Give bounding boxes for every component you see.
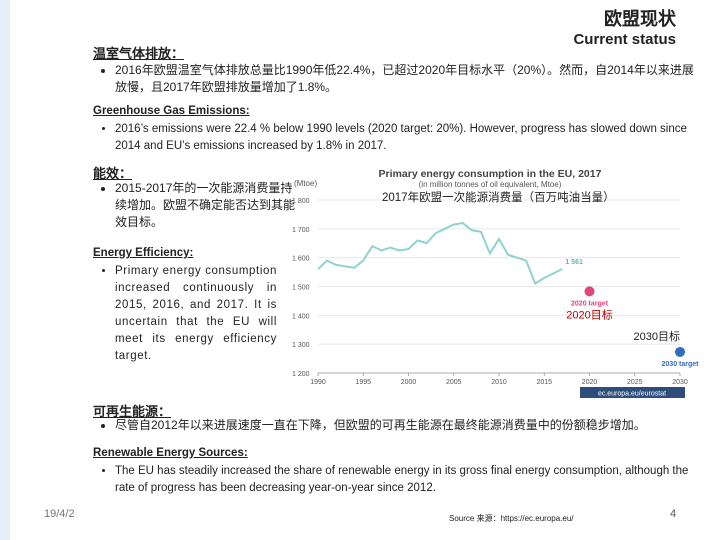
bullet-list: 2015-2017年的一次能源消费量持续增加。欧盟不确定能否达到其能效目标。 [93, 180, 300, 231]
x-tick-label: 1995 [355, 379, 371, 386]
bullet-cn: 2016年欧盟温室气体排放总量比1990年低22.4%，已超过2020年目标水平… [115, 62, 705, 96]
target-label-cn: 2020目标 [566, 307, 612, 321]
heading-en: Renewable Energy Sources: [93, 447, 248, 459]
bullet-en: Primary energy consumption increased con… [115, 263, 277, 365]
chart-subtitle: (in million tonnes of oil equivalent, Mt… [419, 180, 562, 189]
bullet-list: 2016’s emissions were 22.4 % below 1990 … [93, 121, 705, 155]
x-tick-label: 2030 [672, 379, 688, 386]
target-label: 2020 target [571, 300, 609, 307]
y-tick-label: 1 400 [292, 313, 310, 320]
heading-en: Greenhouse Gas Emissions: [93, 105, 250, 117]
bullet-list: The EU has steadily increased the share … [93, 463, 705, 497]
page-number: 4 [670, 508, 677, 520]
heading-cn: 温室气体排放： [93, 46, 185, 61]
side-strip [0, 0, 10, 540]
x-tick-label: 1990 [310, 379, 326, 386]
y-tick-label: 1 800 [292, 198, 310, 205]
title-en: Current status [573, 31, 676, 48]
bullet-en: 2016’s emissions were 22.4 % below 1990 … [115, 121, 705, 155]
y-tick-label: 1 600 [292, 256, 310, 263]
chart: Primary energy consumption in the EU, 20… [292, 168, 700, 398]
source-badge [580, 387, 685, 398]
chart-title: Primary energy consumption in the EU, 20… [379, 168, 602, 180]
x-tick-label: 2020 [582, 379, 598, 386]
footer-date: 19/4/2 [44, 508, 75, 520]
target-label: 2030 target [662, 361, 700, 368]
heading-cn: 可再生能源： [93, 404, 172, 419]
heading-en: Energy Efficiency: [93, 247, 194, 259]
x-tick-label: 2005 [446, 379, 462, 386]
x-tick-label: 2025 [627, 379, 643, 386]
target-dot [675, 346, 685, 357]
y-axis-label: (Mtoe) [294, 179, 317, 188]
footer-source: Source 来源：https://ec.europa.eu/ [449, 514, 574, 523]
bullet-cn: 尽管自2012年以来进展速度一直在下降，但欧盟的可再生能源在最终能源消费量中的份… [115, 417, 705, 434]
data-label: 1 561 [565, 259, 583, 266]
target-dot [584, 286, 595, 297]
bullet-cn: 2015-2017年的一次能源消费量持续增加。欧盟不确定能否达到其能效目标。 [115, 180, 300, 231]
bullet-list: 尽管自2012年以来进展速度一直在下降，但欧盟的可再生能源在最终能源消费量中的份… [93, 417, 705, 434]
chart-source: ec.europa.eu/eurostat [598, 391, 666, 398]
heading-cn: 能效： [93, 166, 133, 181]
x-tick-label: 2000 [401, 379, 417, 386]
y-tick-label: 1 200 [292, 371, 310, 378]
bullet-list: 2016年欧盟温室气体排放总量比1990年低22.4%，已超过2020年目标水平… [93, 62, 705, 96]
y-tick-label: 1 300 [292, 342, 310, 349]
title-cn: 欧盟现状 [604, 9, 676, 29]
chart-annotation-cn: 2017年欧盟一次能源消费量（百万吨油当量） [382, 190, 615, 204]
target-label-cn: 2030目标 [634, 329, 680, 343]
y-tick-label: 1 500 [292, 285, 310, 292]
x-tick-label: 2015 [536, 379, 552, 386]
bullet-list: Primary energy consumption increased con… [93, 263, 277, 365]
data-line [317, 222, 563, 286]
y-tick-label: 1 700 [292, 227, 310, 234]
x-tick-label: 2010 [491, 379, 507, 386]
bullet-en: The EU has steadily increased the share … [115, 463, 705, 497]
